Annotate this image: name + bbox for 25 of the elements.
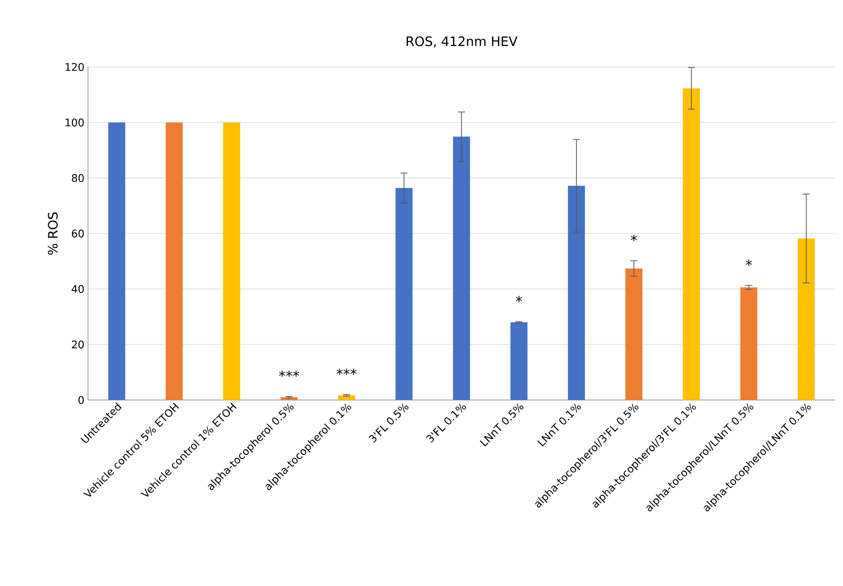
bar: [798, 238, 815, 400]
y-tick-label: 120: [66, 63, 84, 71]
bar: [396, 188, 413, 400]
annotation: *: [746, 260, 752, 266]
y-tick-label: 20: [72, 340, 84, 348]
bar: [568, 186, 585, 400]
annotation: *: [516, 296, 522, 302]
annotation: *: [630, 234, 637, 242]
chart-title: ROS, 412nm HEV: [406, 36, 518, 48]
annotation: ***: [336, 368, 357, 375]
bar: [453, 136, 470, 400]
bar: [223, 122, 240, 400]
bar: [108, 122, 126, 400]
y-tick-label: 40: [72, 285, 84, 293]
y-tick-label: 0: [78, 396, 84, 404]
y-tick-label: 60: [72, 230, 84, 238]
bar: [740, 287, 758, 400]
y-tick-label: 100: [66, 118, 84, 126]
annotation: ***: [279, 370, 300, 377]
y-axis-title: % ROS: [48, 212, 58, 255]
bar: [625, 268, 642, 400]
bar: [166, 122, 183, 400]
bar: [682, 88, 700, 400]
bar: [510, 322, 528, 400]
y-tick-label: 80: [72, 174, 84, 182]
